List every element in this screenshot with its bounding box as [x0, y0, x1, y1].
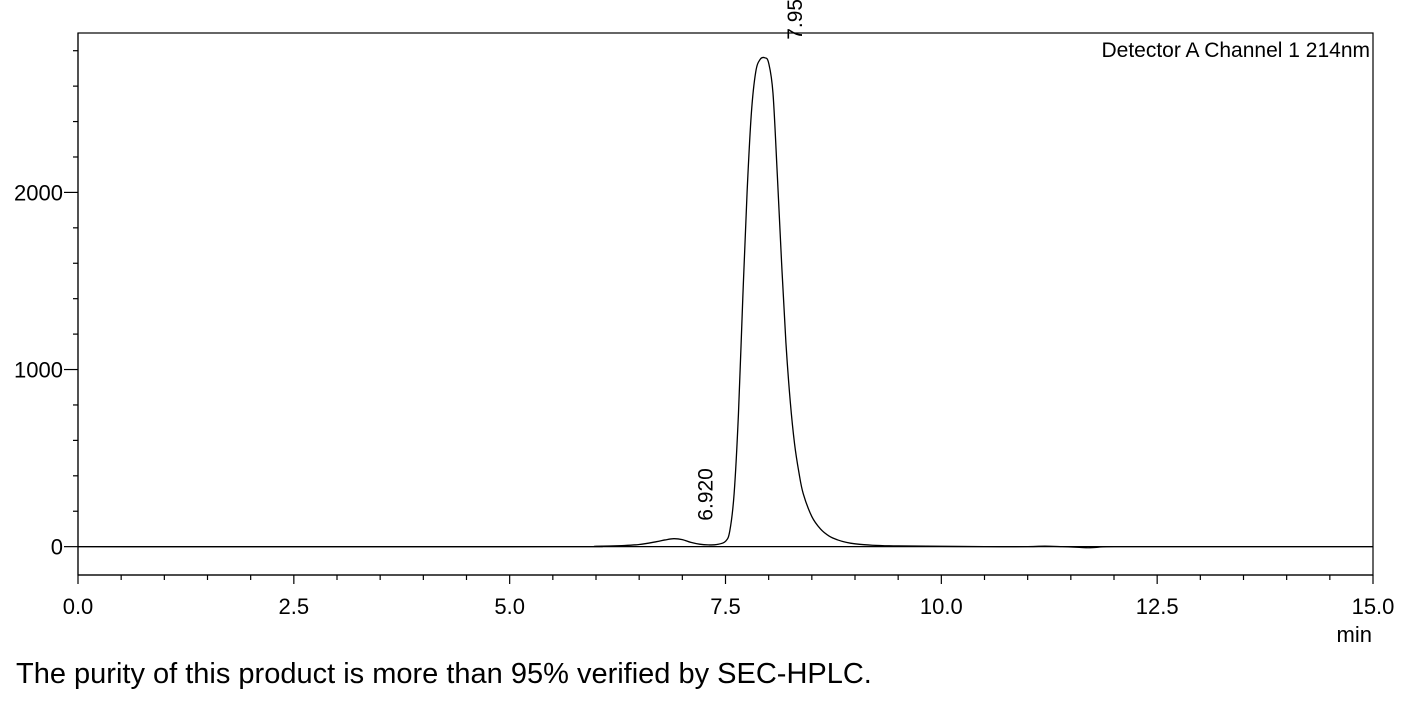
x-ticks: 0.0 2.5 5.0 7.5 10.0 12.5 15.0	[63, 575, 1395, 619]
x-tick-label: 12.5	[1136, 594, 1179, 619]
y-tick-label: 2000	[14, 180, 63, 205]
x-tick-label: 15.0	[1352, 594, 1395, 619]
legend-label: Detector A Channel 1 214nm	[1101, 39, 1370, 62]
caption-text: The purity of this product is more than …	[16, 658, 872, 690]
peak-labels: 6.920 7.956	[694, 0, 807, 521]
x-tick-label: 10.0	[920, 594, 963, 619]
x-axis-label: min	[1337, 622, 1372, 647]
x-tick-label: 2.5	[279, 594, 310, 619]
chromatogram-trace	[77, 56, 1373, 549]
chromatogram-chart: 0.0 2.5 5.0 7.5 10.0 12.5 15.0 0 1000 2000 6.920…	[14, 0, 1395, 647]
y-tick-label: 1000	[14, 358, 63, 383]
peak-label: 7.956	[784, 0, 807, 40]
y-tick-label: 0	[51, 535, 63, 560]
plot-frame	[77, 32, 1374, 576]
x-tick-label: 5.0	[494, 594, 525, 619]
x-tick-label: 7.5	[710, 594, 741, 619]
y-ticks: 0 1000 2000	[14, 50, 78, 560]
peak-label: 6.920	[694, 468, 717, 521]
x-tick-label: 0.0	[63, 594, 94, 619]
